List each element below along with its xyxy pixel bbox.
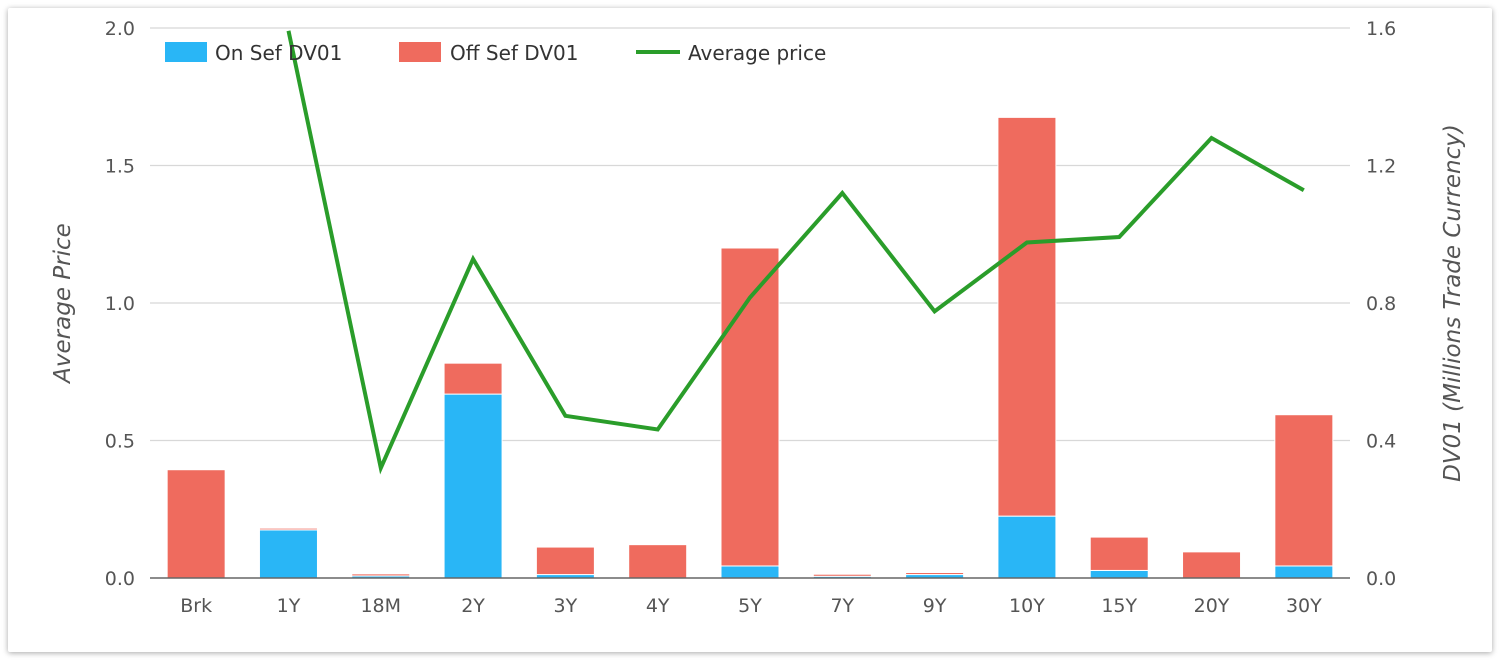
x-tick-label: 15Y bbox=[1101, 595, 1137, 617]
x-tick-label: 7Y bbox=[830, 595, 854, 617]
bar-off-sef[interactable] bbox=[720, 247, 780, 567]
average-price-line[interactable] bbox=[286, 30, 1305, 475]
y-left-tick-label: 0.5 bbox=[105, 431, 135, 453]
legend-swatch-off-sef bbox=[399, 42, 441, 62]
bar-off-sef[interactable] bbox=[258, 527, 318, 531]
bar-off-sef[interactable] bbox=[166, 469, 226, 579]
bar-off-sef[interactable] bbox=[628, 544, 688, 579]
bar-on-sef[interactable] bbox=[720, 565, 780, 579]
y-right-tick-label: 0.0 bbox=[1366, 568, 1396, 590]
x-tick-label: 3Y bbox=[554, 595, 578, 617]
x-tick-label: 18M bbox=[360, 595, 401, 617]
x-tick-label: 2Y bbox=[461, 595, 485, 617]
bar-off-sef[interactable] bbox=[1089, 536, 1149, 571]
bar-on-sef[interactable] bbox=[1089, 569, 1149, 579]
bar-on-sef[interactable] bbox=[258, 529, 318, 579]
y-right-tick-label: 1.6 bbox=[1366, 18, 1396, 40]
bar-on-sef[interactable] bbox=[997, 515, 1057, 579]
legend: On Sef DV01 Off Sef DV01 Average price bbox=[165, 41, 826, 65]
bar-off-sef[interactable] bbox=[1274, 414, 1334, 567]
x-tick-label: Brk bbox=[180, 595, 212, 617]
legend-label-on-sef[interactable]: On Sef DV01 bbox=[215, 41, 342, 65]
line-layer bbox=[286, 30, 1305, 475]
x-tick-label: 30Y bbox=[1286, 595, 1322, 617]
bar-off-sef[interactable] bbox=[812, 573, 872, 577]
x-tick-label: 20Y bbox=[1194, 595, 1230, 617]
bar-on-sef[interactable] bbox=[1274, 565, 1334, 579]
y-right-tick-label: 0.8 bbox=[1366, 293, 1396, 315]
x-tick-label: 10Y bbox=[1009, 595, 1045, 617]
y-right-tick-label: 0.4 bbox=[1366, 431, 1396, 453]
bar-off-sef[interactable] bbox=[443, 362, 503, 395]
y-axis-right-title: DV01 (Millions Trade Currency) bbox=[1440, 124, 1466, 482]
bar-off-sef[interactable] bbox=[535, 546, 595, 576]
x-tick-label: 5Y bbox=[738, 595, 762, 617]
legend-swatch-on-sef bbox=[165, 42, 207, 62]
bar-layer bbox=[166, 116, 1334, 579]
y-right-tick-label: 1.2 bbox=[1366, 156, 1396, 178]
bar-off-sef[interactable] bbox=[905, 572, 965, 576]
axes-layer: 0.0 0.5 1.0 1.5 2.0 0.0 0.4 0.8 1.2 1.6 Brk 1Y 18M 2Y… bbox=[105, 18, 1396, 617]
y-left-tick-label: 2.0 bbox=[105, 18, 135, 40]
bar-off-sef[interactable] bbox=[997, 116, 1057, 517]
y-left-tick-label: 1.5 bbox=[105, 156, 135, 178]
y-left-tick-label: 1.0 bbox=[105, 293, 135, 315]
y-axis-left-title: Average Price bbox=[50, 223, 76, 385]
bar-off-sef[interactable] bbox=[1182, 551, 1242, 579]
bar-off-sef[interactable] bbox=[351, 573, 411, 577]
legend-label-off-sef[interactable]: Off Sef DV01 bbox=[450, 41, 578, 65]
x-tick-label: 1Y bbox=[277, 595, 301, 617]
y-left-tick-label: 0.0 bbox=[105, 568, 135, 590]
x-tick-label: 9Y bbox=[923, 595, 947, 617]
x-tick-label: 4Y bbox=[646, 595, 670, 617]
legend-label-average-price[interactable]: Average price bbox=[688, 41, 826, 65]
bar-on-sef[interactable] bbox=[443, 393, 503, 579]
